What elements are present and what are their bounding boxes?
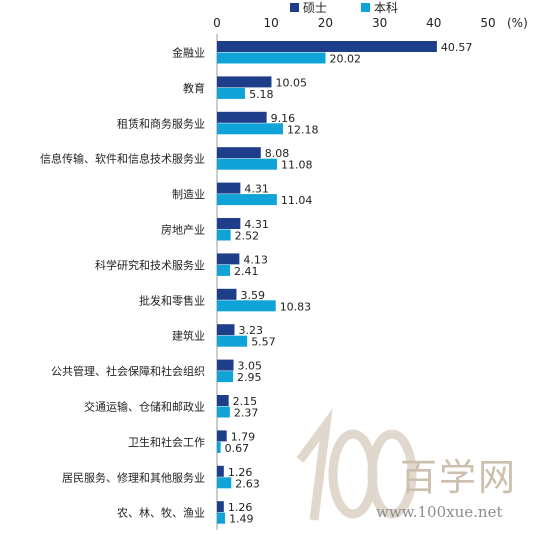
category-label: 制造业 (172, 187, 205, 201)
bar-bachelor (217, 406, 230, 418)
watermark-url: www.100xue.net (376, 503, 503, 521)
legend-swatch-master (290, 2, 299, 12)
data-label-bachelor: 2.52 (235, 230, 259, 243)
bar-master (217, 147, 261, 159)
bar-bachelor (217, 123, 284, 135)
data-label-bachelor: 2.41 (234, 265, 259, 278)
data-label-bachelor: 0.67 (225, 442, 250, 455)
data-label-master: 4.31 (244, 218, 269, 231)
legend-swatch-bachelor (361, 2, 371, 12)
bar-master (217, 288, 237, 300)
bar-bachelor (217, 300, 276, 312)
data-label-master: 1.26 (228, 501, 253, 514)
bar-bachelor (217, 229, 231, 241)
category-label: 租赁和商务服务业 (117, 116, 205, 130)
x-tick-label: 20 (318, 16, 333, 30)
bar-master (217, 76, 272, 88)
data-label-master: 2.15 (233, 395, 258, 408)
legend: 硕士 本科 (290, 0, 432, 16)
data-label-bachelor: 5.18 (249, 88, 274, 101)
x-tick-label: 0 (213, 16, 221, 30)
x-tick-label: 40 (426, 16, 441, 30)
bar-master (217, 111, 267, 123)
data-label-bachelor: 11.04 (281, 194, 313, 207)
category-label: 科学研究和技术服务业 (95, 258, 205, 272)
legend-label-master: 硕士 (303, 0, 328, 15)
data-label-master: 40.57 (441, 41, 473, 54)
bar-bachelor (217, 477, 232, 489)
bar-bachelor (217, 194, 277, 206)
category-label: 卫生和社会工作 (128, 435, 205, 449)
bar-master (217, 501, 224, 513)
category-label: 金融业 (172, 46, 205, 60)
legend-label-bachelor: 本科 (374, 0, 399, 15)
data-label-bachelor: 10.83 (280, 300, 312, 313)
data-label-master: 3.05 (238, 360, 263, 373)
data-label-master: 10.05 (275, 76, 307, 89)
bar-bachelor (217, 512, 226, 524)
x-tick-label: 10 (264, 16, 279, 30)
bar-master (217, 430, 227, 442)
data-label-bachelor: 5.57 (251, 336, 275, 349)
category-label: 建筑业 (172, 329, 205, 343)
bar-bachelor (217, 264, 231, 276)
data-label-bachelor: 11.08 (281, 159, 313, 172)
data-label-master: 1.26 (228, 466, 253, 479)
category-label: 批发和零售业 (139, 293, 205, 307)
category-label: 公共管理、社会保障和社会组织 (51, 364, 205, 378)
x-tick-label: 50 (480, 16, 495, 30)
bar-bachelor (217, 371, 233, 383)
bar-bachelor (217, 441, 221, 453)
bar-master (217, 182, 241, 194)
watermark-brand: 百学网 (400, 456, 517, 499)
bar-bachelor (217, 335, 248, 347)
bar-master (217, 465, 224, 477)
data-label-master: 9.16 (271, 112, 296, 125)
category-label: 房地产业 (161, 223, 205, 237)
bar-master (217, 359, 234, 371)
data-label-bachelor: 2.63 (235, 477, 259, 490)
legend-item-bachelor: 本科 (361, 0, 398, 16)
bar-master (217, 41, 437, 52)
data-label-master: 4.31 (244, 183, 269, 196)
legend-item-master: 硕士 (290, 0, 327, 16)
bar-master (217, 218, 241, 229)
category-label: 信息传输、软件和信息技术服务业 (40, 152, 205, 166)
category-label: 农、林、牧、渔业 (117, 506, 205, 520)
data-label-bachelor: 1.49 (229, 513, 254, 526)
bar-bachelor (217, 158, 278, 170)
data-label-master: 1.79 (231, 430, 256, 443)
bar-bachelor (217, 52, 326, 64)
data-label-master: 3.59 (240, 289, 265, 302)
bar-master (217, 395, 229, 406)
category-label: 教育 (183, 81, 205, 95)
data-label-bachelor: 20.02 (330, 53, 362, 66)
data-label-master: 8.08 (265, 147, 290, 160)
bar-master (217, 324, 235, 336)
data-label-master: 4.13 (243, 253, 267, 266)
data-label-master: 3.23 (239, 324, 263, 337)
data-label-bachelor: 2.37 (234, 407, 259, 420)
data-label-bachelor: 12.18 (287, 123, 319, 136)
bar-master (217, 253, 240, 265)
category-label: 交通运输、仓储和邮政业 (84, 400, 205, 414)
x-unit-label: (%) (507, 16, 528, 30)
x-tick-label: 30 (372, 16, 387, 30)
category-label: 居民服务、修理和其他服务业 (62, 470, 205, 484)
bar-bachelor (217, 87, 246, 99)
data-label-bachelor: 2.95 (237, 371, 262, 384)
